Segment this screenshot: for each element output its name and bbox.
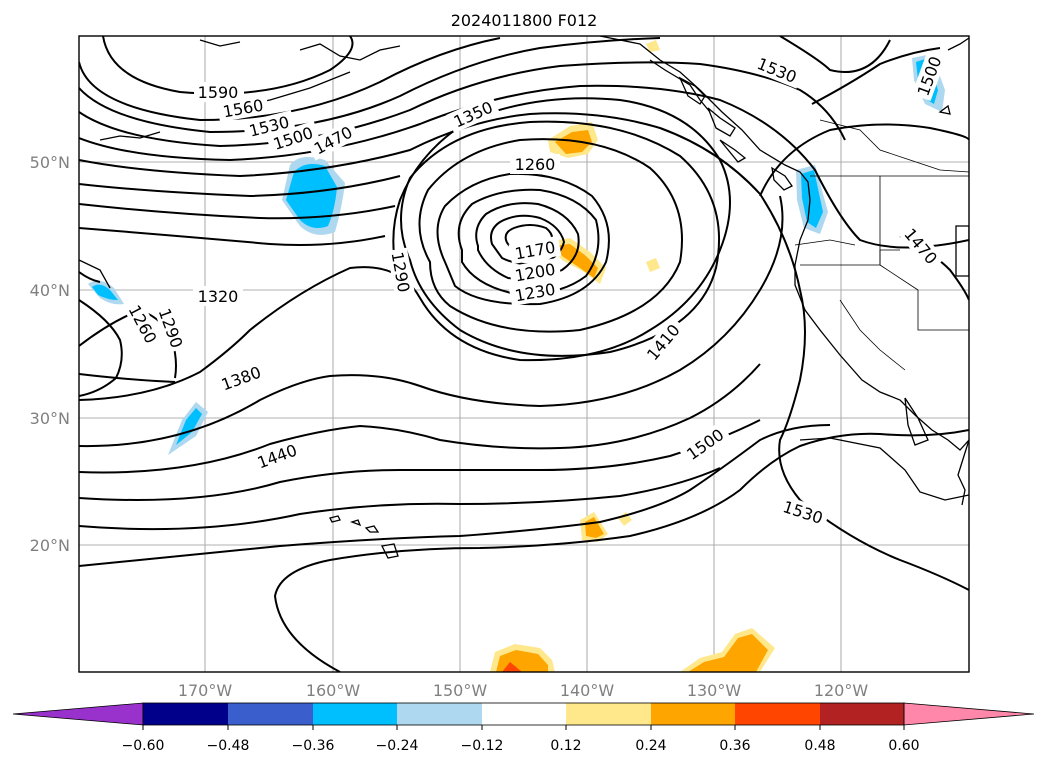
colorbar-extend-left [12, 702, 144, 726]
lon-label: 160°W [306, 681, 361, 700]
colorbar-tick-label: 0.60 [888, 738, 919, 754]
map-title: 2024011800 F012 [451, 11, 598, 30]
political-borders [794, 119, 969, 371]
longitude-labels: 170°W 160°W 150°W 140°W 130°W 120°W [178, 681, 869, 700]
colorbar-segment [566, 703, 651, 725]
colorbar-segment [820, 703, 904, 725]
colorbar-segment [143, 703, 228, 725]
map-frame [78, 35, 970, 673]
lon-label: 150°W [433, 681, 488, 700]
colorbar-segment [397, 703, 482, 725]
lat-label: 40°N [30, 281, 70, 300]
colorbar-segment [313, 703, 397, 725]
contour-label: 1260 [515, 155, 556, 174]
lon-label: 120°W [814, 681, 869, 700]
latitude-labels: 50°N 40°N 30°N 20°N [30, 153, 70, 555]
map-panel: 1590 1560 1530 1500 1470 1350 1260 1290 … [78, 35, 970, 673]
lat-label: 30°N [30, 409, 70, 428]
map-background [79, 36, 969, 672]
colorbar-tick-label: −0.24 [376, 738, 419, 754]
colorbar-tick-label: −0.12 [461, 738, 504, 754]
colorbar-tick-label: −0.60 [122, 738, 165, 754]
colorbar-tick-label: 0.12 [550, 738, 581, 754]
contour-label: 1320 [198, 287, 239, 306]
lat-label: 50°N [30, 153, 70, 172]
colorbar-tick-label: 0.24 [635, 738, 666, 754]
colorbar-segment [228, 703, 313, 725]
lon-label: 130°W [687, 681, 742, 700]
contour-label: 1590 [198, 83, 239, 102]
lon-label: 170°W [178, 681, 233, 700]
colorbar-segment [735, 703, 820, 725]
colorbar-segment [651, 703, 735, 725]
colorbar-tick-label: 0.48 [804, 738, 835, 754]
colorbar-tick-label: −0.48 [207, 738, 250, 754]
colorbar-tick-label: 0.36 [719, 738, 750, 754]
lon-label: 140°W [560, 681, 615, 700]
colorbar-tick-label: −0.36 [292, 738, 335, 754]
colorbar: −0.60 −0.48 −0.36 −0.24 −0.12 0.12 0.24 … [12, 702, 1035, 754]
colorbar-extend-right [903, 702, 1035, 726]
height-contours [79, 36, 969, 672]
lat-label: 20°N [30, 536, 70, 555]
colorbar-segment [482, 703, 566, 725]
